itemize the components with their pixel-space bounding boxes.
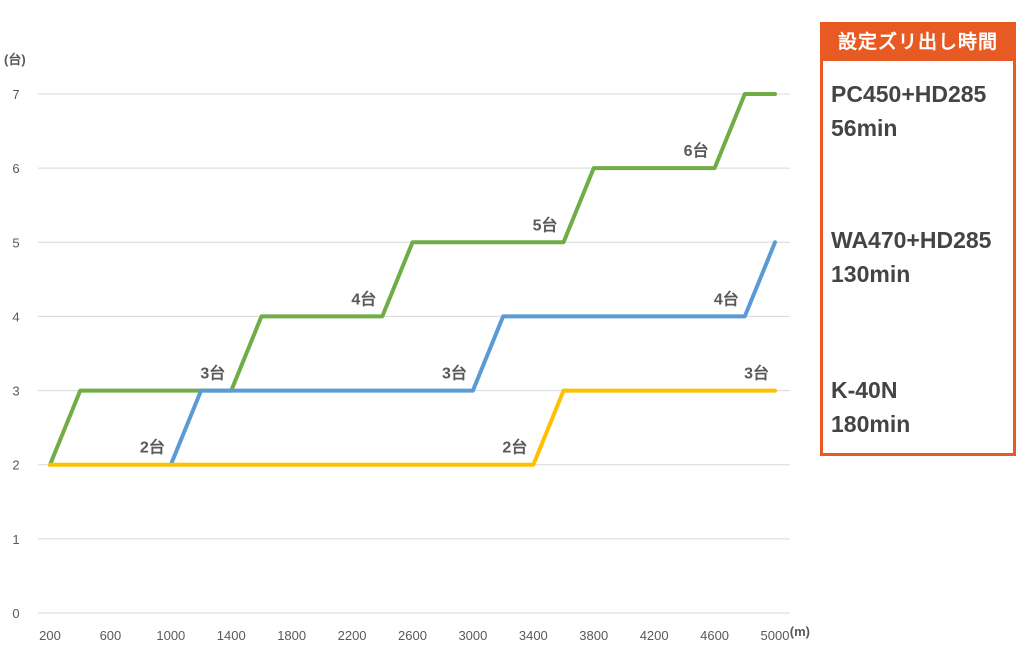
data-label: 5台 bbox=[533, 215, 558, 234]
data-label: 2台 bbox=[140, 438, 165, 457]
data-label: 4台 bbox=[714, 289, 739, 308]
x-tick-label: 200 bbox=[39, 628, 61, 643]
x-tick-label: 3000 bbox=[458, 628, 487, 643]
legend-box: 設定ズリ出し時間 PC450+HD285 56min WA470+HD285 1… bbox=[820, 22, 1016, 456]
x-tick-label: 5000 bbox=[761, 628, 790, 643]
x-tick-label: 1800 bbox=[277, 628, 306, 643]
series-line-1 bbox=[168, 240, 777, 467]
x-tick-label: 2200 bbox=[338, 628, 367, 643]
series-line-2 bbox=[48, 388, 777, 467]
data-label: 3台 bbox=[744, 364, 769, 383]
grid-layer bbox=[38, 93, 790, 614]
x-tick-label: 1400 bbox=[217, 628, 246, 643]
y-tick-label: 6 bbox=[12, 161, 19, 176]
y-tick-label: 1 bbox=[12, 532, 19, 547]
legend-entry-pc450: PC450+HD285 56min bbox=[831, 77, 986, 145]
y-tick-label: 5 bbox=[12, 235, 19, 250]
legend-entry-wa470: WA470+HD285 130min bbox=[831, 223, 991, 291]
x-tick-label: 4200 bbox=[640, 628, 669, 643]
data-label: 6台 bbox=[684, 141, 709, 160]
legend-entry-time: 56min bbox=[831, 115, 898, 141]
x-tick-label: 3400 bbox=[519, 628, 548, 643]
legend-entry-time: 130min bbox=[831, 261, 911, 287]
y-tick-label: 0 bbox=[12, 606, 19, 621]
data-label: 2台 bbox=[502, 438, 527, 457]
series-layer bbox=[48, 92, 777, 467]
y-axis-label: (台) bbox=[4, 52, 26, 67]
label-layer: 3台 4台 5台 6台 2台 3台 4台 2台 3台 bbox=[140, 141, 769, 457]
y-tick-label: 3 bbox=[12, 384, 19, 399]
data-label: 3台 bbox=[442, 364, 467, 383]
x-axis-label: (m) bbox=[790, 624, 810, 639]
axis-layer: 0 1 2 3 4 5 6 7 200 600 1000 1400 1800 2200 2600 3000 34… bbox=[4, 52, 810, 643]
legend-entry-name: K-40N bbox=[831, 377, 898, 403]
x-tick-label: 3800 bbox=[579, 628, 608, 643]
legend-header: 設定ズリ出し時間 bbox=[823, 25, 1013, 61]
chart: 3台 4台 5台 6台 2台 3台 4台 2台 3台 0 1 2 3 4 5 6 7 200 600 1000 140… bbox=[4, 52, 810, 643]
legend-entry-name: WA470+HD285 bbox=[831, 227, 992, 253]
legend-entry-name: PC450+HD285 bbox=[831, 81, 987, 107]
x-tick-label: 600 bbox=[100, 628, 122, 643]
y-tick-label: 7 bbox=[12, 87, 19, 102]
legend-entry-k40n: K-40N 180min bbox=[831, 373, 910, 441]
legend-entry-time: 180min bbox=[831, 411, 911, 437]
series-line-0 bbox=[48, 92, 777, 467]
data-label: 4台 bbox=[351, 289, 376, 308]
x-tick-label: 1000 bbox=[156, 628, 185, 643]
x-tick-label: 2600 bbox=[398, 628, 427, 643]
y-tick-label: 2 bbox=[12, 458, 19, 473]
y-tick-label: 4 bbox=[12, 309, 19, 324]
data-label: 3台 bbox=[200, 364, 225, 383]
x-tick-label: 4600 bbox=[700, 628, 729, 643]
